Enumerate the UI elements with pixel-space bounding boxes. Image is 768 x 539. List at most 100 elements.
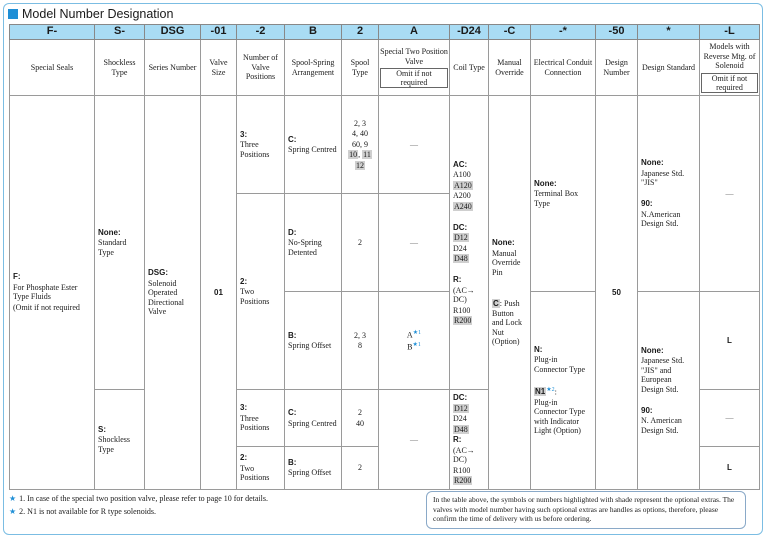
coil-value: A200	[453, 191, 471, 200]
code-cell: -*	[530, 24, 596, 40]
spool-value: 40	[356, 418, 364, 428]
footnote: ★ 2. N1 is not available for R type solen…	[9, 505, 268, 518]
special-dash-cell: —	[378, 193, 450, 292]
footnote: ★ 1. In case of the special two position …	[9, 492, 268, 505]
spring-c-code: C:	[288, 134, 297, 144]
special-ab-cell: A★1 B★1	[378, 291, 450, 390]
coil-optional: R200	[453, 476, 473, 485]
footnote-text: 1. In case of the special two position v…	[19, 494, 268, 503]
header-cell: Special Two Position Valve Omit if not r…	[378, 39, 450, 96]
reverse-l-cell: L	[699, 446, 760, 490]
standard-none-cell: None: Japanese Std. "JIS" 90: N.American…	[637, 95, 700, 292]
spring-b-code: B:	[288, 457, 297, 467]
special-a: A	[406, 330, 413, 340]
table-row: B: Spring Offset 2, 3 8 A★1 B★1 N: Plug-…	[10, 291, 760, 490]
star-icon: ★	[9, 507, 17, 516]
positions-three-cell: 3: Three Positions	[236, 95, 285, 194]
standard-none-desc: Japanese Std. "JIS"	[641, 168, 685, 188]
spring-d-code: D:	[288, 227, 297, 237]
table-row: F: For Phosphate Ester Type Fluids (Omit…	[9, 95, 760, 490]
coil-value: R100	[453, 465, 471, 475]
special-dash-cell: —	[378, 95, 450, 194]
manual-none-desc: Manual Override Pin	[492, 248, 521, 277]
positions-two-desc: Two Positions	[240, 287, 270, 306]
code-cell: -50	[595, 24, 638, 40]
standard-none2-code: None:	[641, 345, 664, 355]
spring-c-desc: Spring Centred	[288, 418, 337, 428]
spool-value: 2	[358, 408, 362, 418]
standard-90b-desc: N. American Design Std.	[641, 416, 682, 435]
spring-d-cell: D: No-Spring Detented	[284, 193, 342, 292]
standard-90b-code: 90:	[641, 405, 653, 415]
reverse-dash-cell: —	[699, 95, 760, 292]
series-desc: Solenoid Operated Directional Valve	[148, 278, 184, 317]
coil-cell: AC: A100 A120 A200 A240 DC: D12 D24 D48 …	[449, 95, 489, 390]
design-number-cell: 50	[595, 95, 638, 490]
shockless-s-code: S:	[98, 424, 106, 434]
coil-optional: D48	[453, 254, 469, 263]
header-cell: Series Number	[144, 39, 201, 96]
coil-r: R:	[453, 275, 462, 284]
code-cell: -01	[200, 24, 237, 40]
spring-b-cell: B: Spring Offset	[284, 291, 342, 390]
manual-override-cell: None: Manual Override Pin C: Push Button…	[488, 95, 531, 490]
positions-three-b-cell: 3: Three Positions	[236, 388, 285, 448]
code-cell: B	[284, 24, 342, 40]
positions-two-code: 2:	[240, 453, 248, 463]
manual-none-code: None:	[492, 238, 515, 247]
code-cell: 2	[341, 24, 379, 40]
valve-size-cell: 01	[200, 95, 237, 490]
reverse-dash-cell: —	[699, 388, 760, 448]
footnotes: ★ 1. In case of the special two position …	[9, 492, 268, 518]
spring-b-desc: Spring Offset	[288, 468, 332, 478]
omit-box: Omit if not required	[380, 68, 448, 88]
series-cell: DSG: Solenoid Operated Directional Valve	[144, 95, 201, 490]
coil-optional: D12	[453, 233, 469, 242]
spring-b-code: B:	[288, 330, 297, 340]
standard-none2-desc: Japanese Std. "JIS" and European Design …	[641, 356, 685, 394]
header-cell: Design Standard	[637, 39, 700, 96]
coil-value: R100	[453, 305, 471, 315]
code-cell: -D24	[449, 24, 489, 40]
spool-cell: 2	[341, 446, 379, 490]
electrical-none-cell: None: Terminal Box Type	[530, 95, 596, 292]
spring-c2-cell: C: Spring Centred	[284, 388, 342, 448]
coil-r-paren: (AC→ DC)	[453, 285, 475, 305]
header-text: Models with Reverse Mtg. of Solenoid	[703, 42, 756, 71]
spool-cell: 2	[341, 193, 379, 292]
manual-c-code: C	[492, 299, 500, 308]
header-cell: Electrical Conduit Connection	[530, 39, 596, 96]
coil-optional: A240	[453, 201, 473, 211]
section-title-text: Model Number Designation	[22, 7, 174, 21]
spool-cell: 2 40	[341, 388, 379, 448]
square-bullet-icon	[8, 9, 18, 19]
standard-90-desc: N.American Design Std.	[641, 209, 681, 229]
spool-value: 2, 3	[354, 330, 366, 340]
spool-value: 8	[358, 341, 362, 350]
special-seals-cell: F: For Phosphate Ester Type Fluids (Omit…	[9, 95, 95, 490]
star-icon: ★1	[412, 329, 422, 336]
standard-90-code: 90:	[641, 199, 653, 209]
spool-value: 4, 40	[352, 129, 368, 139]
header-cell: Design Number	[595, 39, 638, 96]
colon: :	[554, 387, 557, 397]
spool-cell: 2, 3 4, 40 60, 9 10, 11 12	[341, 95, 379, 194]
electrical-none-desc: Terminal Box Type	[534, 189, 579, 208]
header-cell: Number of Valve Positions	[236, 39, 285, 96]
electrical-n-code: N:	[534, 344, 543, 354]
electrical-n1-code: N1	[534, 387, 547, 397]
code-cell: A	[378, 24, 450, 40]
spring-c-cell: C: Spring Centred	[284, 95, 342, 194]
header-cell: Coil Type	[449, 39, 489, 96]
code-cell: *	[637, 24, 700, 40]
code-cell: -2	[236, 24, 285, 40]
header-cell: Manual Override	[488, 39, 531, 96]
coil-cell-b: DC: D12 D24 D48 R: (AC→ DC) R100 R200	[449, 389, 489, 490]
spring-b2-cell: B: Spring Offset	[284, 446, 342, 490]
coil-value: D24	[453, 243, 467, 253]
coil-dc: DC:	[453, 393, 468, 402]
header-text: Special Two Position Valve	[380, 47, 448, 66]
shockless-s-cell: S: Shockless Type	[94, 389, 145, 490]
footnote-text: 2. N1 is not available for R type soleno…	[19, 507, 157, 516]
standard-none-code: None:	[641, 158, 664, 168]
